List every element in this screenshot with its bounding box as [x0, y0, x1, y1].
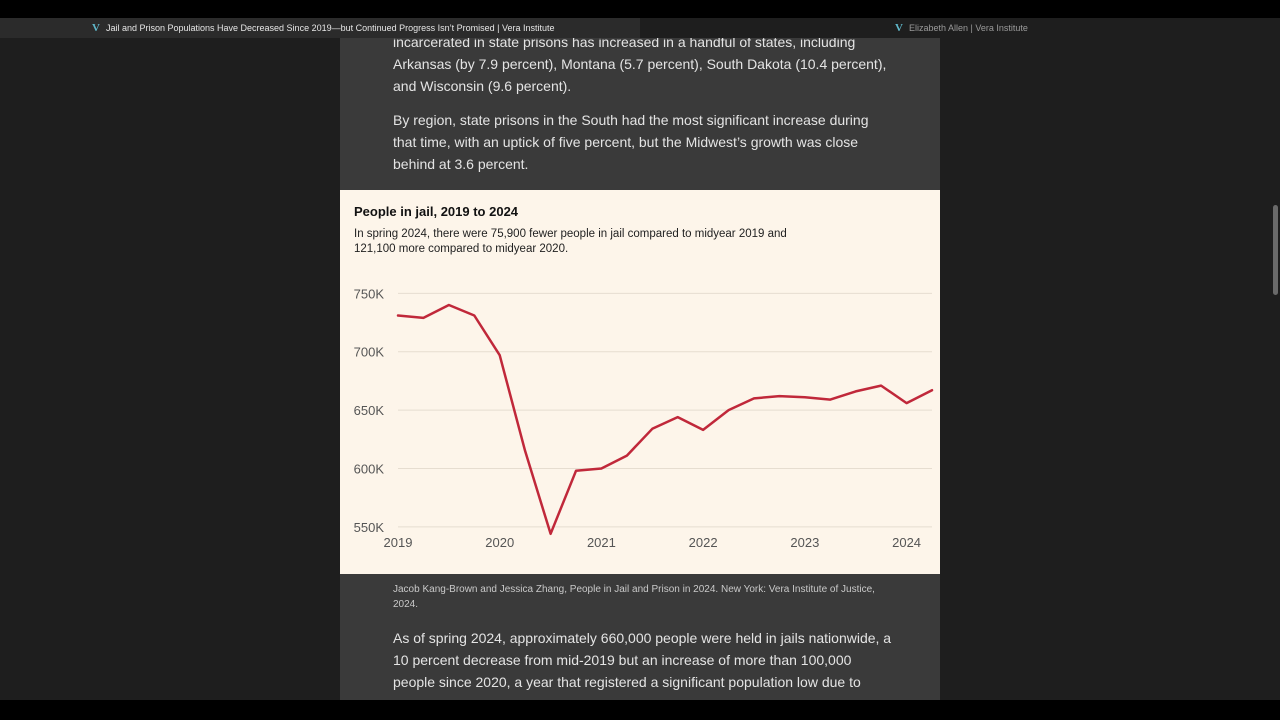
tab-article[interactable]: V Jail and Prison Populations Have Decre… [0, 18, 640, 38]
top-black-bar [0, 0, 1280, 18]
tab-title: Jail and Prison Populations Have Decreas… [105, 23, 555, 33]
article-body: incarcerated in state prisons has increa… [340, 38, 940, 700]
x-tick-label: 2023 [790, 535, 819, 550]
tab-bar: V Jail and Prison Populations Have Decre… [0, 18, 1280, 39]
x-tick-label: 2021 [587, 535, 616, 550]
y-tick-label: 650K [354, 403, 385, 418]
x-tick-label: 2020 [485, 535, 514, 550]
scrollbar-thumb[interactable] [1273, 205, 1278, 295]
article-paragraph: incarcerated in state prisons has increa… [393, 38, 887, 94]
y-tick-label: 550K [354, 520, 385, 535]
jail-population-line [396, 303, 934, 536]
article-paragraph: As of spring 2024, approximately 660,000… [393, 630, 892, 690]
vera-logo-icon: V [92, 22, 100, 34]
bottom-black-bar [0, 700, 1280, 720]
x-tick-label: 2019 [384, 535, 413, 550]
page-viewport: incarcerated in state prisons has increa… [0, 38, 1280, 700]
vera-logo-icon: V [895, 22, 903, 34]
line-chart-svg: 550K 600K 650K 700K 750K 2019 2020 2021 2022 2023… [354, 286, 934, 550]
y-tick-label: 700K [354, 345, 385, 360]
jail-population-chart: People in jail, 2019 to 2024 In spring 2… [340, 190, 940, 574]
article-paragraph: By region, state prisons in the South ha… [393, 112, 869, 172]
x-tick-label: 2022 [689, 535, 718, 550]
y-tick-label: 750K [354, 286, 385, 301]
chart-title: People in jail, 2019 to 2024 [354, 204, 519, 219]
chart-caption: Jacob Kang-Brown and Jessica Zhang, Peop… [393, 584, 875, 610]
chart-subtitle: In spring 2024, there were 75,900 fewer … [354, 228, 787, 255]
tab-title: Elizabeth Allen | Vera Institute [908, 23, 1028, 33]
y-tick-label: 600K [354, 461, 385, 476]
x-tick-label: 2024 [892, 535, 921, 550]
tab-author[interactable]: V Elizabeth Allen | Vera Institute [640, 18, 1280, 38]
